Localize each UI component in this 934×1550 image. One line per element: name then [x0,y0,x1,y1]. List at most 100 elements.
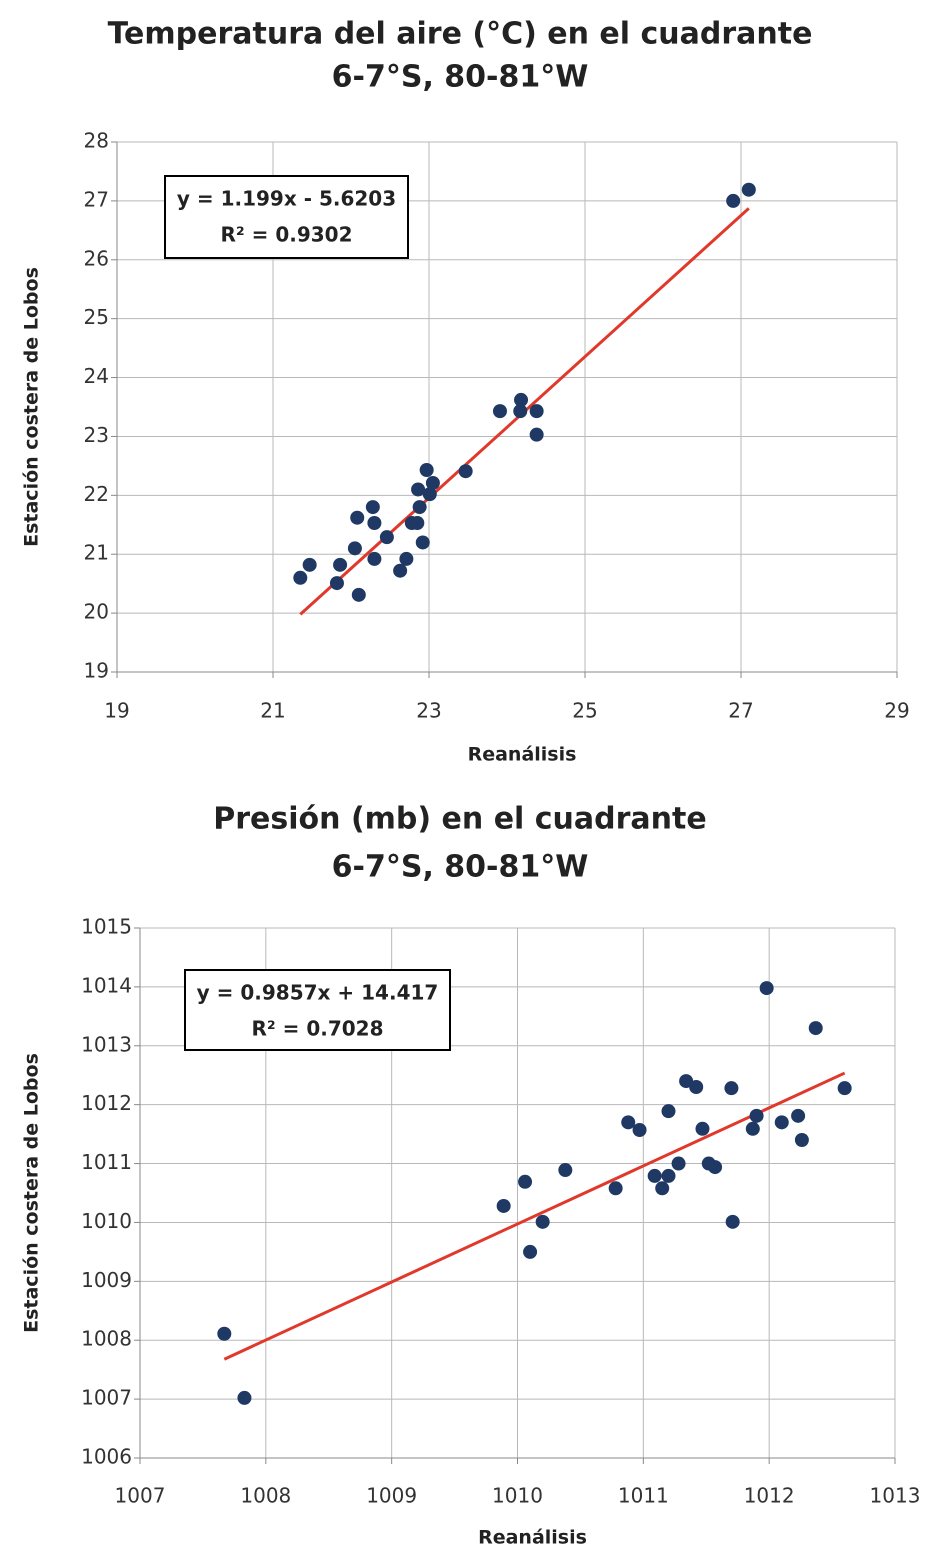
point [329,576,344,591]
y-tick-label: 1011 [81,1150,132,1174]
point [671,1156,686,1171]
point [237,1390,252,1405]
y-tick-label: 1010 [81,1209,132,1233]
x-tick-label: 1008 [240,1484,291,1508]
point [412,500,427,515]
chart: Temperatura del aire (°C) en el cuadrant… [21,17,910,766]
point [415,535,430,550]
chart-subtitle: 6-7°S, 80-81°W [332,60,589,95]
x-tick-label: 1013 [870,1484,921,1508]
point [608,1181,623,1196]
point [745,1121,760,1136]
y-tick-label: 21 [84,541,109,565]
point [302,557,317,572]
x-tick-label: 23 [416,699,441,723]
point [513,404,528,419]
point [741,182,756,197]
chart-title: Presión (mb) en el cuadrante [213,802,706,837]
point [333,557,348,572]
point [689,1080,704,1094]
point [217,1326,232,1341]
trendline [223,1071,846,1361]
point [367,516,382,531]
point [347,541,362,556]
chart-subtitle: 6-7°S, 80-81°W [332,850,589,885]
x-tick-label: 25 [572,699,597,723]
chart: Presión (mb) en el cuadrante 6-7°S, 80-81… [21,802,921,1549]
point [422,487,437,502]
x-tick-label: 27 [728,699,753,723]
point [558,1163,573,1178]
x-axis-label: Reanálisis [468,744,577,766]
point [794,1133,809,1147]
point [655,1181,670,1196]
point [791,1108,806,1123]
point [365,500,380,515]
point [458,464,473,479]
y-tick-label: 1014 [81,973,132,997]
x-tick-label: 19 [104,699,129,723]
point [661,1168,676,1183]
y-tick-label: 20 [84,600,109,624]
point [661,1104,676,1119]
point [425,475,440,490]
y-axis-label: Estación costera de Lobos [21,1053,43,1333]
point [759,981,774,996]
x-tick-label: 1007 [115,1484,166,1508]
point [708,1160,723,1175]
point [535,1214,550,1229]
equation-text: R² = 0.7028 [251,1017,383,1041]
point [393,563,408,578]
y-tick-label: 25 [84,305,109,329]
x-tick-label: 1010 [492,1484,543,1508]
x-tick-label: 1009 [366,1484,417,1508]
point [837,1081,852,1096]
y-tick-label: 1013 [81,1032,132,1056]
point [632,1122,647,1137]
y-tick-label: 1009 [81,1268,132,1292]
point [695,1121,710,1136]
y-tick-label: 1008 [81,1327,132,1351]
equation-box [164,175,409,259]
point [496,1198,511,1213]
point [379,530,394,545]
x-tick-label: 21 [260,699,285,723]
point [399,551,414,566]
equation-box [184,969,451,1051]
point [351,587,366,602]
chart-title: Temperatura del aire (°C) en el cuadrant… [108,17,813,52]
point [774,1115,789,1130]
y-tick-label: 1012 [81,1091,132,1115]
equation-text: R² = 0.9302 [220,223,352,247]
x-axis-label: Reanálisis [478,1527,587,1549]
point [523,1244,538,1259]
y-tick-label: 1015 [81,915,132,939]
y-tick-label: 23 [84,423,109,447]
y-tick-label: 26 [84,246,109,270]
point [367,551,382,566]
point [514,392,529,407]
point [411,482,426,497]
y-tick-label: 27 [84,187,109,211]
point [621,1115,636,1130]
y-axis-label: Estación costera de Lobos [21,267,43,547]
point [293,570,308,585]
y-tick-label: 1006 [81,1445,132,1469]
point [410,516,425,531]
x-tick-label: 1012 [744,1484,795,1508]
point [808,1021,823,1036]
equation-text: y = 1.199x - 5.6203 [177,187,396,211]
x-tick-label: 1011 [618,1484,669,1508]
point [529,404,544,419]
x-tick-label: 29 [884,699,909,723]
point [749,1108,764,1123]
y-tick-label: 1007 [81,1386,132,1410]
point [725,1214,740,1229]
y-tick-label: 22 [84,482,109,506]
equation-text: y = 0.9857x + 14.417 [197,981,439,1005]
point [529,427,544,442]
point [726,193,741,208]
y-tick-label: 28 [84,129,109,153]
point [518,1174,533,1189]
